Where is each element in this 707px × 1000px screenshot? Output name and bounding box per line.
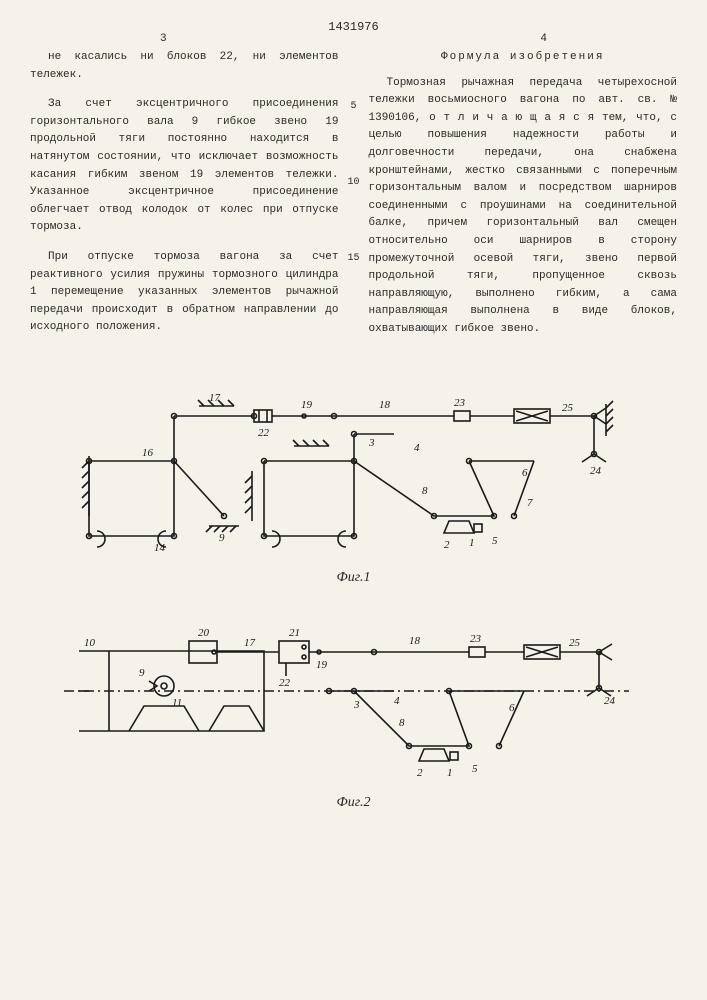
paragraph: Тормозная рычажная передача четырехосной… [369,75,678,339]
label: 18 [409,635,421,647]
line-marker: 5 [344,101,364,112]
label: 21 [289,627,300,639]
label: 24 [590,465,602,477]
label: 2 [444,539,450,551]
label: 5 [472,763,478,775]
label: 20 [198,627,210,639]
label: 7 [527,497,533,509]
label: 23 [454,397,466,409]
line-marker: 15 [344,253,364,264]
label: 25 [562,402,574,414]
label: 8 [399,717,405,729]
page-num-right: 4 [540,33,547,45]
fig1-caption: Фиг.1 [30,570,677,586]
paragraph: При отпуске тормоза вагона за счет реакт… [30,249,339,337]
label: 10 [84,637,96,649]
label: 25 [569,637,581,649]
fig1-svg: 16 14 9 17 22 19 18 23 25 24 3 4 8 6 7 5… [54,376,654,561]
label: 17 [209,392,221,404]
figure-2: 10 9 11 20 17 21 19 22 18 23 25 24 3 4 8… [30,616,677,811]
paragraph: не касались ни блоков 22, ни элементов т… [30,49,339,84]
label: 1 [447,767,453,779]
label: 23 [470,633,482,645]
label: 3 [353,699,360,711]
paragraph: За счет эксцентричного присоединения гор… [30,96,339,237]
column-right: Формула изобретения Тормозная рычажная п… [369,49,678,351]
line-marker: 10 [344,177,364,188]
figures-block: 16 14 9 17 22 19 18 23 25 24 3 4 8 6 7 5… [30,376,677,811]
fig2-svg: 10 9 11 20 17 21 19 22 18 23 25 24 3 4 8… [54,616,654,786]
label: 22 [258,427,270,439]
label: 22 [279,677,291,689]
label: 16 [142,447,154,459]
formula-header: Формула изобретения [369,49,678,67]
label: 19 [316,659,328,671]
label: 11 [172,697,182,709]
label: 3 [368,437,375,449]
label: 6 [522,467,528,479]
label: 5 [492,535,498,547]
label: 18 [379,399,391,411]
label: 8 [422,485,428,497]
page-num-left: 3 [160,33,167,45]
label: 24 [604,695,616,707]
label: 1 [469,537,475,549]
fig2-caption: Фиг.2 [30,795,677,811]
label: 4 [414,442,420,454]
label: 14 [154,542,166,554]
column-left: не касались ни блоков 22, ни элементов т… [30,49,339,351]
figure-1: 16 14 9 17 22 19 18 23 25 24 3 4 8 6 7 5… [30,376,677,586]
label: 9 [219,532,225,544]
doc-number: 1431976 [30,20,677,34]
label: 6 [509,702,515,714]
label: 2 [417,767,423,779]
text-columns: 3 4 5 10 15 не касались ни блоков 22, ни… [30,49,677,351]
label: 9 [139,667,145,679]
label: 19 [301,399,313,411]
label: 17 [244,637,256,649]
label: 4 [394,695,400,707]
